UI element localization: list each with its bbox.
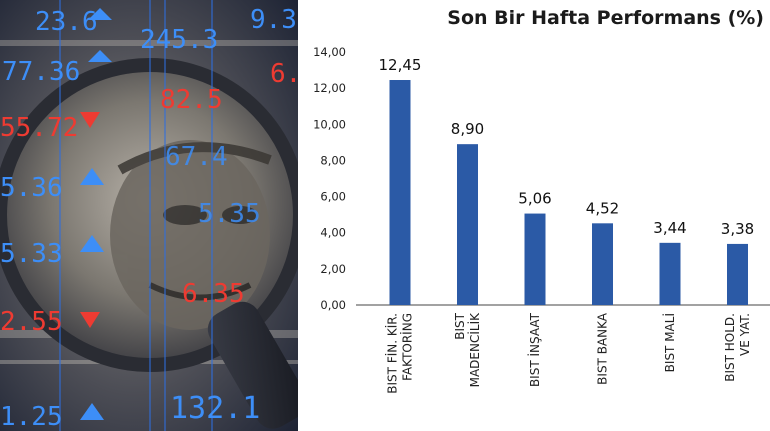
ticker-number: 5.33 <box>0 239 63 269</box>
data-label: 3,44 <box>653 219 686 237</box>
category-label: BIST MALİ <box>662 313 677 372</box>
ticker-arrows <box>80 8 112 420</box>
data-labels: 12,45 8,90 5,06 4,52 3,44 3,38 <box>379 56 755 238</box>
up-arrow-icon <box>88 50 112 62</box>
category-label: BIST İNŞAAT <box>527 312 542 387</box>
ticker-number: 23.6 <box>35 7 98 37</box>
data-label: 3,38 <box>721 220 754 238</box>
down-arrow-icon <box>80 112 100 128</box>
ticker-number: 6.35 <box>182 279 245 309</box>
data-label: 5,06 <box>518 190 551 208</box>
bar-chart: Son Bir Hafta Performans (%) 0,00 2,00 4,0… <box>313 7 770 394</box>
data-label: 8,90 <box>451 120 484 138</box>
y-tick-label: 8,00 <box>320 153 346 167</box>
bar <box>659 242 681 305</box>
bar <box>524 213 546 305</box>
ticker-number: 55.72 <box>0 113 78 143</box>
ticker-number: 132.1 <box>170 391 260 426</box>
category-label-line: FAKTORİNG <box>400 313 415 381</box>
category-label-line: BIST BANKA <box>596 312 610 385</box>
ticker-number: 5.35 <box>198 199 261 229</box>
x-axis: BIST FİN. KİR. FAKTORİNG BIST MADENCİLİK BIS… <box>385 312 753 394</box>
category-label-line: BIST MALİ <box>662 313 677 372</box>
up-arrow-icon <box>88 8 112 20</box>
bar <box>592 223 613 305</box>
y-tick-label: 0,00 <box>320 298 346 312</box>
category-label: BIST MADENCİLİK <box>453 312 482 388</box>
ticker-number: 2.55 <box>0 307 63 337</box>
ticker-number: 9.3 <box>250 5 297 35</box>
bar <box>389 80 411 305</box>
ticker-number: 77.36 <box>2 57 80 87</box>
data-label: 12,45 <box>379 56 422 74</box>
up-arrow-icon <box>80 403 104 420</box>
up-arrow-icon <box>80 168 104 185</box>
bar <box>457 144 478 305</box>
magnifier-handle <box>207 301 298 429</box>
category-label: BIST HOLD. VE YAT. <box>723 313 752 382</box>
ticker-number: 82.5 <box>160 85 223 115</box>
chart-title: Son Bir Hafta Performans (%) <box>447 7 764 29</box>
bars <box>389 80 748 305</box>
data-label: 4,52 <box>586 199 619 217</box>
y-tick-label: 14,00 <box>313 45 346 59</box>
y-tick-label: 6,00 <box>320 190 346 204</box>
y-axis: 0,00 2,00 4,00 6,00 8,00 10,00 12,00 14,00 <box>313 45 346 312</box>
y-tick-label: 10,00 <box>313 117 346 131</box>
up-arrow-icon <box>80 235 104 252</box>
ticker-number: 245.3 <box>140 25 218 55</box>
category-label-line: BIST HOLD. <box>723 313 737 382</box>
category-label-line: BIST FİN. KİR. <box>385 313 400 394</box>
ticker-number: 1.25 <box>0 402 63 431</box>
category-label: BIST FİN. KİR. FAKTORİNG <box>385 313 415 394</box>
ticker-number: 5.36 <box>0 173 63 203</box>
ticker-number: 67.4 <box>165 142 228 172</box>
category-label: BIST BANKA <box>596 312 610 385</box>
stock-market-photo: 23.6 245.3 9.3 77.36 6. 82.5 55.72 67.4 … <box>0 0 298 431</box>
category-label-line: VE YAT. <box>738 313 752 356</box>
y-tick-label: 2,00 <box>320 262 346 276</box>
bar <box>727 243 748 305</box>
y-tick-label: 12,00 <box>313 81 346 95</box>
category-label-line: MADENCİLİK <box>467 312 482 388</box>
category-label-line: BIST İNŞAAT <box>527 312 542 387</box>
category-label-line: BIST <box>453 312 467 339</box>
ticker-numbers: 23.6 245.3 9.3 77.36 6. 82.5 55.72 67.4 … <box>0 5 298 431</box>
down-arrow-icon <box>80 312 100 328</box>
ticker-number: 6. <box>270 59 298 89</box>
y-tick-label: 4,00 <box>320 226 346 240</box>
ticker-lines <box>59 0 213 431</box>
